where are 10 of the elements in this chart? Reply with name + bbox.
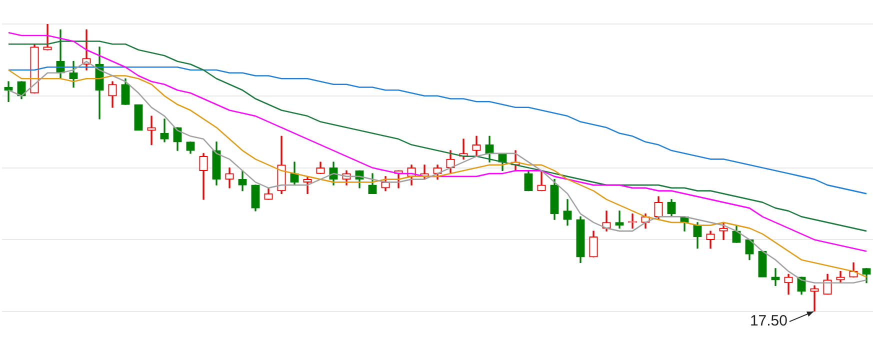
candlestick xyxy=(134,104,143,131)
candlestick xyxy=(147,116,156,146)
candlestick xyxy=(628,213,637,229)
candlestick xyxy=(810,285,819,312)
candlestick xyxy=(758,250,767,278)
candlestick xyxy=(615,210,624,229)
candlestick xyxy=(4,81,13,102)
candlestick xyxy=(771,268,780,286)
text: 17.50 xyxy=(750,312,788,330)
candlestick xyxy=(43,24,52,50)
